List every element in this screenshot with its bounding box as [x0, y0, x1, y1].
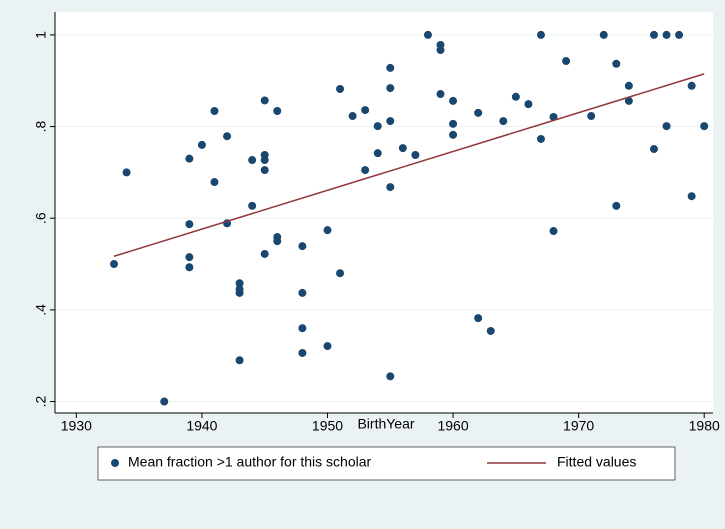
- point: [273, 237, 282, 246]
- point: [361, 166, 370, 175]
- point: [210, 106, 219, 115]
- y-tick-label: .6: [33, 212, 49, 224]
- point: [323, 226, 332, 235]
- point: [624, 96, 633, 105]
- point: [386, 183, 395, 192]
- point: [260, 156, 269, 165]
- point: [612, 59, 621, 68]
- point: [361, 106, 370, 115]
- point: [235, 356, 244, 365]
- point: [624, 81, 633, 90]
- point: [549, 112, 558, 121]
- point: [511, 92, 520, 101]
- legend-label: Mean fraction >1 author for this scholar: [128, 454, 372, 470]
- point: [486, 326, 495, 335]
- point: [587, 112, 596, 121]
- point: [273, 106, 282, 115]
- point: [700, 122, 709, 131]
- fit-line: [113, 73, 705, 257]
- point: [649, 30, 658, 39]
- point: [449, 119, 458, 128]
- point: [185, 253, 194, 262]
- point: [524, 100, 533, 109]
- point: [298, 348, 307, 357]
- point: [122, 168, 131, 177]
- point: [474, 108, 483, 117]
- point: [536, 134, 545, 143]
- point: [260, 249, 269, 258]
- point: [110, 260, 119, 269]
- point: [536, 30, 545, 39]
- point: [675, 30, 684, 39]
- point: [185, 154, 194, 163]
- point: [160, 397, 169, 406]
- point: [398, 144, 407, 153]
- point: [223, 132, 232, 141]
- point: [248, 156, 257, 165]
- point: [386, 63, 395, 72]
- legend-label: Fitted values: [557, 454, 636, 470]
- point: [449, 130, 458, 139]
- point: [298, 324, 307, 333]
- point: [248, 201, 257, 210]
- point: [197, 140, 206, 149]
- point: [386, 84, 395, 93]
- y-tick-label: .2: [33, 395, 49, 407]
- point: [235, 288, 244, 297]
- point: [423, 30, 432, 39]
- point: [474, 314, 483, 323]
- point: [260, 96, 269, 105]
- point: [549, 227, 558, 236]
- x-tick-label: 1950: [312, 418, 343, 434]
- point: [298, 288, 307, 297]
- point: [599, 30, 608, 39]
- point: [210, 178, 219, 187]
- point: [373, 122, 382, 131]
- x-tick-label: 1980: [689, 418, 720, 434]
- point: [336, 269, 345, 278]
- legend-box: [97, 446, 676, 481]
- point: [499, 117, 508, 126]
- point: [185, 220, 194, 229]
- x-tick-label: 1970: [563, 418, 594, 434]
- point: [386, 117, 395, 126]
- y-tick-label: 1: [33, 31, 49, 39]
- point: [562, 57, 571, 66]
- point: [386, 372, 395, 381]
- point: [411, 150, 420, 159]
- point: [185, 263, 194, 272]
- x-axis-label: BirthYear: [357, 416, 414, 432]
- point: [649, 145, 658, 154]
- point: [235, 279, 244, 288]
- point: [336, 84, 345, 93]
- plot-area: [55, 12, 713, 413]
- x-tick-label: 1940: [186, 418, 217, 434]
- point: [323, 342, 332, 351]
- point: [662, 30, 671, 39]
- point: [687, 81, 696, 90]
- x-tick-label: 1930: [61, 418, 92, 434]
- point: [373, 149, 382, 158]
- point: [662, 122, 671, 131]
- point: [612, 201, 621, 210]
- y-tick-label: .4: [33, 304, 49, 316]
- point: [436, 90, 445, 99]
- point: [260, 166, 269, 175]
- point: [348, 112, 357, 121]
- x-tick-label: 1960: [437, 418, 468, 434]
- y-tick-label: .8: [33, 121, 49, 133]
- point: [687, 192, 696, 201]
- point: [436, 46, 445, 55]
- legend-marker: [111, 459, 119, 467]
- point: [298, 242, 307, 251]
- point: [449, 96, 458, 105]
